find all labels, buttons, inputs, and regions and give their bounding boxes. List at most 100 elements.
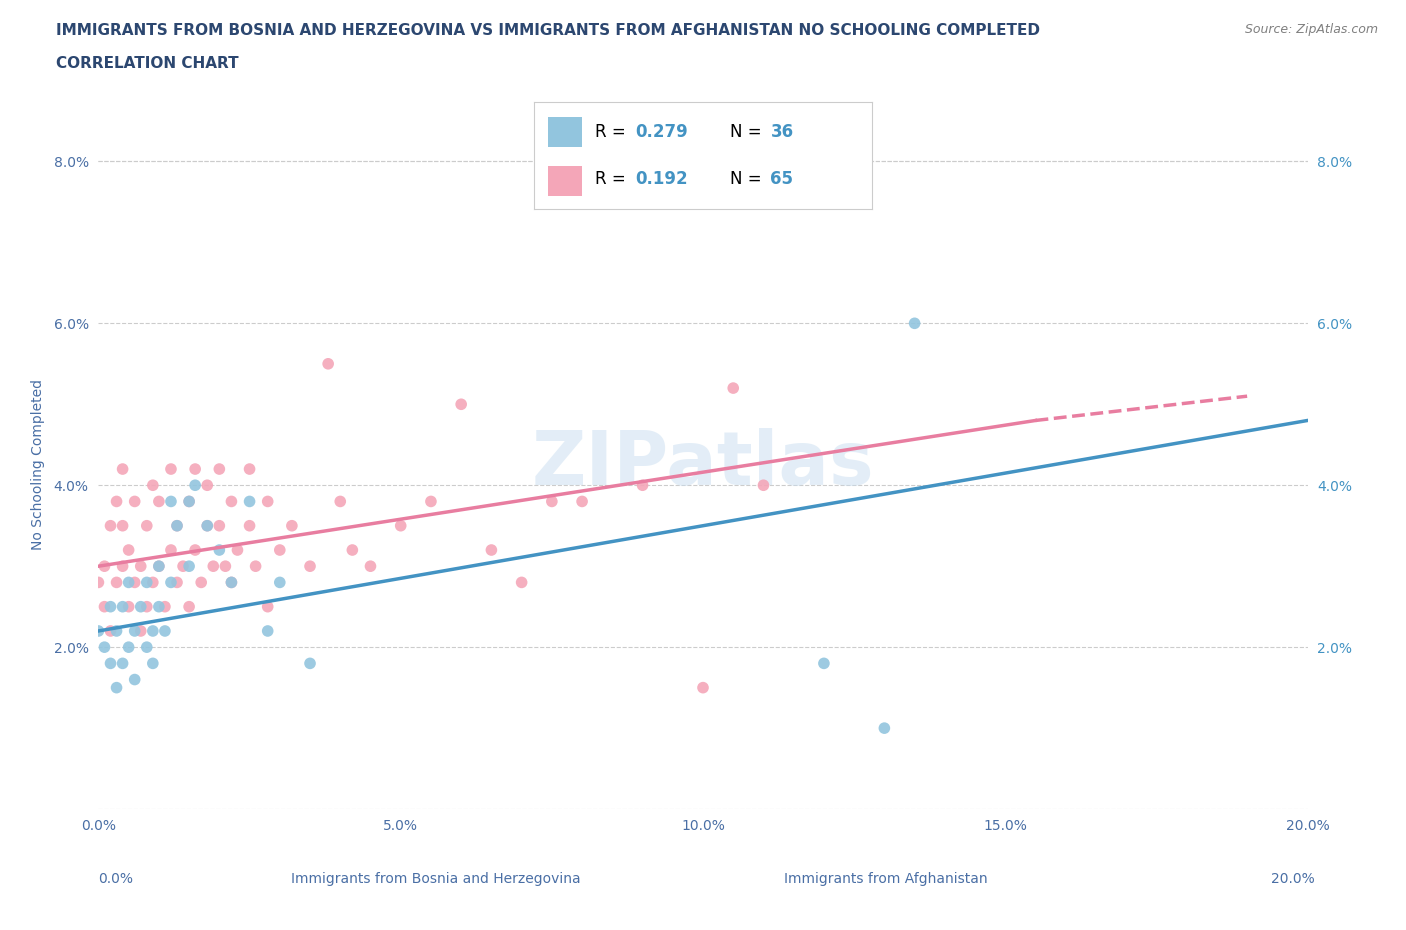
Text: Source: ZipAtlas.com: Source: ZipAtlas.com: [1244, 23, 1378, 36]
Point: [100, 518, 122, 533]
Point: [239, 461, 262, 476]
Point: [129, 599, 152, 614]
Point: [172, 559, 194, 574]
Point: [111, 461, 134, 476]
Point: [723, 380, 745, 395]
Point: [179, 559, 201, 574]
Point: [105, 680, 128, 695]
Point: [129, 559, 152, 574]
Point: [135, 575, 157, 590]
Point: [142, 478, 165, 493]
FancyBboxPatch shape: [548, 117, 582, 147]
Point: [873, 721, 896, 736]
Point: [195, 478, 218, 493]
Point: [299, 656, 322, 671]
Text: N =: N =: [730, 170, 766, 188]
Point: [111, 559, 134, 574]
Point: [540, 494, 562, 509]
Point: [118, 599, 141, 614]
Point: [179, 494, 201, 509]
Point: [269, 542, 291, 557]
Point: [342, 542, 364, 557]
Point: [239, 518, 262, 533]
Point: [329, 494, 352, 509]
Text: Immigrants from Afghanistan: Immigrants from Afghanistan: [785, 871, 987, 886]
Point: [148, 494, 170, 509]
Point: [179, 494, 201, 509]
Point: [184, 542, 207, 557]
Point: [481, 542, 503, 557]
Text: ZIPatlas: ZIPatlas: [531, 429, 875, 501]
Point: [389, 518, 412, 533]
Text: 36: 36: [770, 124, 793, 141]
Point: [135, 518, 157, 533]
Point: [631, 478, 654, 493]
Point: [256, 623, 278, 638]
Point: [100, 623, 122, 638]
Point: [100, 656, 122, 671]
Point: [111, 599, 134, 614]
Point: [118, 575, 141, 590]
Point: [299, 559, 322, 574]
Point: [256, 599, 278, 614]
Point: [148, 599, 170, 614]
Point: [111, 518, 134, 533]
Point: [160, 494, 183, 509]
Point: [118, 640, 141, 655]
Point: [160, 542, 183, 557]
Point: [87, 623, 110, 638]
Text: N =: N =: [730, 124, 766, 141]
Point: [202, 559, 225, 574]
Text: 20.0%: 20.0%: [1271, 871, 1315, 886]
Point: [100, 599, 122, 614]
Text: IMMIGRANTS FROM BOSNIA AND HERZEGOVINA VS IMMIGRANTS FROM AFGHANISTAN NO SCHOOLI: IMMIGRANTS FROM BOSNIA AND HERZEGOVINA V…: [56, 23, 1040, 38]
Point: [111, 656, 134, 671]
Point: [142, 623, 165, 638]
Point: [166, 518, 188, 533]
Point: [904, 316, 927, 331]
Point: [281, 518, 304, 533]
Point: [420, 494, 443, 509]
Point: [245, 559, 267, 574]
Text: R =: R =: [595, 170, 631, 188]
Point: [142, 575, 165, 590]
Text: R =: R =: [595, 124, 631, 141]
Text: Immigrants from Bosnia and Herzegovina: Immigrants from Bosnia and Herzegovina: [291, 871, 581, 886]
Point: [135, 599, 157, 614]
Point: [226, 542, 249, 557]
Point: [208, 518, 231, 533]
Point: [124, 575, 146, 590]
Text: CORRELATION CHART: CORRELATION CHART: [56, 56, 239, 71]
Point: [148, 559, 170, 574]
Point: [208, 461, 231, 476]
Point: [105, 623, 128, 638]
Point: [93, 640, 115, 655]
Point: [510, 575, 533, 590]
Point: [153, 599, 176, 614]
Point: [105, 494, 128, 509]
Point: [316, 356, 339, 371]
Point: [148, 559, 170, 574]
Text: 0.0%: 0.0%: [98, 871, 134, 886]
Point: [269, 575, 291, 590]
Point: [160, 575, 183, 590]
Point: [184, 478, 207, 493]
Text: 65: 65: [770, 170, 793, 188]
Point: [124, 494, 146, 509]
Point: [166, 518, 188, 533]
Point: [93, 599, 115, 614]
Point: [195, 518, 218, 533]
Point: [124, 623, 146, 638]
Text: 0.279: 0.279: [636, 124, 689, 141]
Y-axis label: No Schooling Completed: No Schooling Completed: [31, 379, 45, 551]
Point: [118, 542, 141, 557]
Text: 0.192: 0.192: [636, 170, 688, 188]
Point: [190, 575, 212, 590]
Point: [129, 623, 152, 638]
Point: [166, 575, 188, 590]
Point: [124, 672, 146, 687]
Point: [360, 559, 382, 574]
Point: [142, 656, 165, 671]
Point: [179, 599, 201, 614]
Point: [208, 542, 231, 557]
